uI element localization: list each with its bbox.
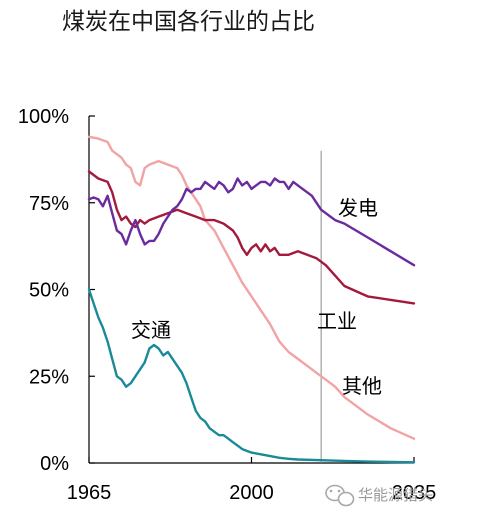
x-tick-label: 2000 <box>229 482 274 504</box>
series-lines <box>87 135 416 464</box>
x-tick-label: 1965 <box>67 482 112 504</box>
x-tick-label: 2035 <box>392 482 437 504</box>
wechat-icon <box>325 484 355 507</box>
y-tick-label: 25% <box>29 366 69 388</box>
series-line-其他 <box>87 135 416 440</box>
y-tick-label: 50% <box>29 280 69 302</box>
label-power: 发电 <box>338 196 378 220</box>
y-tick-label: 75% <box>29 193 69 215</box>
watermark: 华能源猎头 <box>325 484 433 507</box>
label-transport: 交通 <box>131 318 171 342</box>
label-other: 其他 <box>342 374 382 398</box>
chart-title: 煤炭在中国各行业的占比 <box>62 9 315 35</box>
y-tick-label: 0% <box>40 453 69 475</box>
series-line-工业 <box>87 170 416 305</box>
series-line-发电 <box>87 177 416 267</box>
axes: 0% 25% 50% 75% 100% 1965 2000 2035 <box>18 106 436 504</box>
watermark-text: 华能源猎头 <box>358 486 433 504</box>
label-industry: 工业 <box>317 309 357 333</box>
y-tick-label: 100% <box>18 106 69 128</box>
series-line-交通 <box>87 288 416 464</box>
